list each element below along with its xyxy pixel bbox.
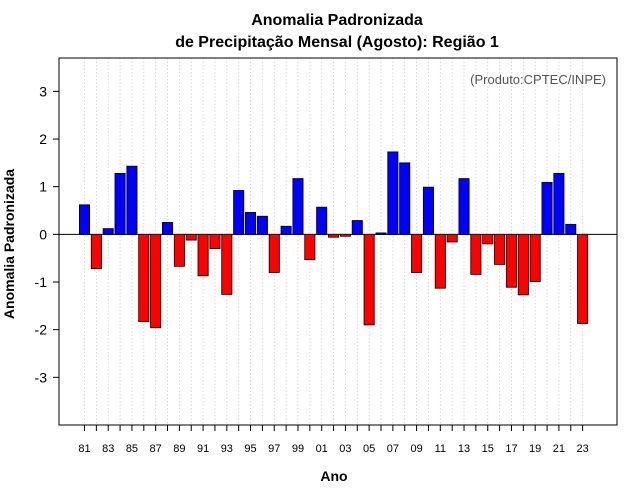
x-tick-label: 81 — [78, 443, 90, 455]
bar-2013 — [458, 178, 470, 235]
bar-2022 — [565, 223, 577, 235]
bar-2015 — [482, 233, 494, 245]
y-tick-label: 2 — [39, 131, 47, 147]
bar-2002 — [328, 233, 340, 238]
bar-1995 — [245, 212, 257, 235]
x-tick-label: 85 — [126, 443, 138, 455]
y-axis-title: Anomalia Padronizada — [1, 169, 17, 319]
bar-1984 — [114, 172, 126, 235]
bar-2018 — [517, 233, 529, 296]
x-tick-label: 03 — [339, 443, 351, 455]
bar-1989 — [173, 233, 185, 267]
x-tick-label: 93 — [221, 443, 233, 455]
x-tick-label: 23 — [576, 443, 588, 455]
bar-1983 — [102, 228, 114, 235]
plot-frame — [58, 57, 618, 426]
bar-1998 — [280, 225, 292, 235]
bar-2000 — [304, 233, 316, 261]
bar-1999 — [292, 178, 304, 235]
bar-2006 — [375, 232, 387, 235]
bar-1996 — [256, 215, 268, 235]
bar-1985 — [126, 165, 138, 235]
x-tick-label: 89 — [173, 443, 185, 455]
x-tick-label: 09 — [410, 443, 422, 455]
bar-2019 — [529, 233, 541, 282]
x-tick-label: 15 — [482, 443, 494, 455]
bar-1987 — [150, 233, 162, 329]
x-tick-label: 21 — [553, 443, 565, 455]
x-tick-label: 95 — [244, 443, 256, 455]
chart-title-line-1: Anomalia Padronizada — [251, 12, 423, 29]
bar-1990 — [185, 233, 197, 241]
x-tick-label: 17 — [505, 443, 517, 455]
bar-2001 — [316, 206, 328, 235]
y-axis: -3 -2 -1 0 1 2 3 — [35, 83, 59, 385]
bar-1982 — [90, 233, 102, 270]
chart-title-line-2: de Precipitação Mensal (Agosto): Região … — [175, 34, 499, 51]
y-tick-label: 1 — [39, 179, 47, 195]
bar-1988 — [162, 222, 174, 235]
bar-1981 — [79, 204, 91, 235]
y-tick-label: 3 — [39, 83, 47, 99]
bar-2021 — [553, 172, 565, 235]
bar-1997 — [268, 233, 280, 273]
y-tick-label: -1 — [35, 274, 48, 290]
x-tick-label: 07 — [387, 443, 399, 455]
x-tick-label: 91 — [197, 443, 209, 455]
bar-1991 — [197, 233, 209, 277]
bar-2010 — [422, 186, 434, 235]
x-tick-label: 19 — [529, 443, 541, 455]
bar-2012 — [446, 233, 458, 243]
bar-2003 — [339, 233, 351, 237]
bar-2008 — [399, 162, 411, 235]
bar-2004 — [351, 220, 363, 235]
bar-2011 — [434, 233, 446, 289]
bar-1994 — [233, 190, 245, 235]
x-tick-label: 99 — [292, 443, 304, 455]
bar-2020 — [541, 181, 553, 235]
bar-1986 — [138, 233, 150, 322]
x-tick-label: 05 — [363, 443, 375, 455]
y-tick-label: -3 — [35, 369, 48, 385]
bar-2017 — [505, 233, 517, 288]
bar-2023 — [577, 233, 589, 324]
bars — [79, 151, 589, 329]
credit-text: (Produto:CPTEC/INPE) — [470, 72, 606, 87]
x-axis-title: Ano — [320, 468, 347, 484]
x-tick-label: 97 — [268, 443, 280, 455]
bar-2007 — [387, 151, 399, 235]
y-tick-label: -2 — [35, 322, 48, 338]
bar-2005 — [363, 233, 375, 326]
bar-2014 — [470, 233, 482, 275]
bar-1993 — [221, 233, 233, 295]
x-tick-label: 01 — [316, 443, 328, 455]
bar-2016 — [494, 233, 506, 265]
y-tick-label: 0 — [39, 226, 47, 242]
x-tick-label: 83 — [102, 443, 114, 455]
bar-1992 — [209, 233, 221, 250]
x-axis: 81 83 85 87 89 91 93 95 97 99 01 03 05 07 09 11 13 15 17 19… — [78, 425, 589, 455]
x-tick-label: 13 — [458, 443, 470, 455]
bar-2009 — [411, 233, 423, 273]
x-tick-label: 11 — [435, 443, 446, 455]
x-tick-label: 87 — [150, 443, 162, 455]
